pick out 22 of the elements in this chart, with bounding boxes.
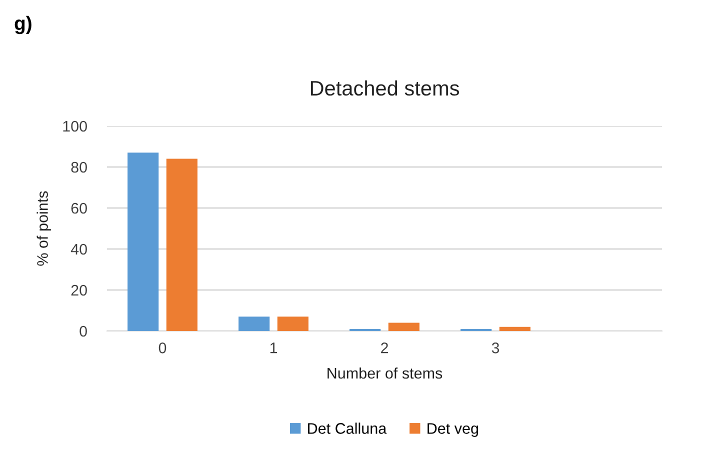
legend-label: Det veg	[428, 423, 478, 437]
x-axis-title: Number of stems	[328, 367, 442, 379]
x-tick-label: 2	[381, 342, 388, 354]
bar	[238, 316, 270, 331]
y-tick-label: 0	[80, 326, 87, 337]
bar	[388, 322, 420, 331]
x-tick-label: 3	[492, 342, 500, 354]
x-tick-label: 0	[158, 342, 166, 354]
bar	[166, 158, 198, 331]
y-tick-label: 20	[71, 284, 87, 296]
bar	[277, 316, 308, 331]
y-tick-label: 60	[71, 202, 87, 214]
chart-title: Detached stems	[310, 80, 460, 96]
y-axis-title: % of points	[36, 191, 51, 266]
bar	[128, 152, 159, 331]
y-tick-label: 40	[70, 244, 87, 255]
y-tick-label: 80	[71, 162, 87, 173]
bar	[499, 326, 530, 331]
legend-label: Det Calluna	[308, 422, 387, 434]
y-tick-label: 100	[63, 120, 87, 132]
text: g)	[14, 16, 32, 34]
x-tick-label: 1	[270, 342, 278, 354]
